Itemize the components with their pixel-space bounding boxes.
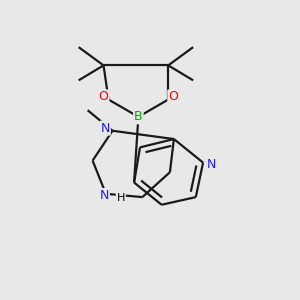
Text: O: O <box>168 90 178 104</box>
Text: H: H <box>117 193 125 203</box>
Text: O: O <box>99 90 109 104</box>
Text: N: N <box>207 158 216 171</box>
Text: B: B <box>134 110 143 123</box>
Text: N: N <box>100 122 110 135</box>
Text: N: N <box>100 189 109 202</box>
